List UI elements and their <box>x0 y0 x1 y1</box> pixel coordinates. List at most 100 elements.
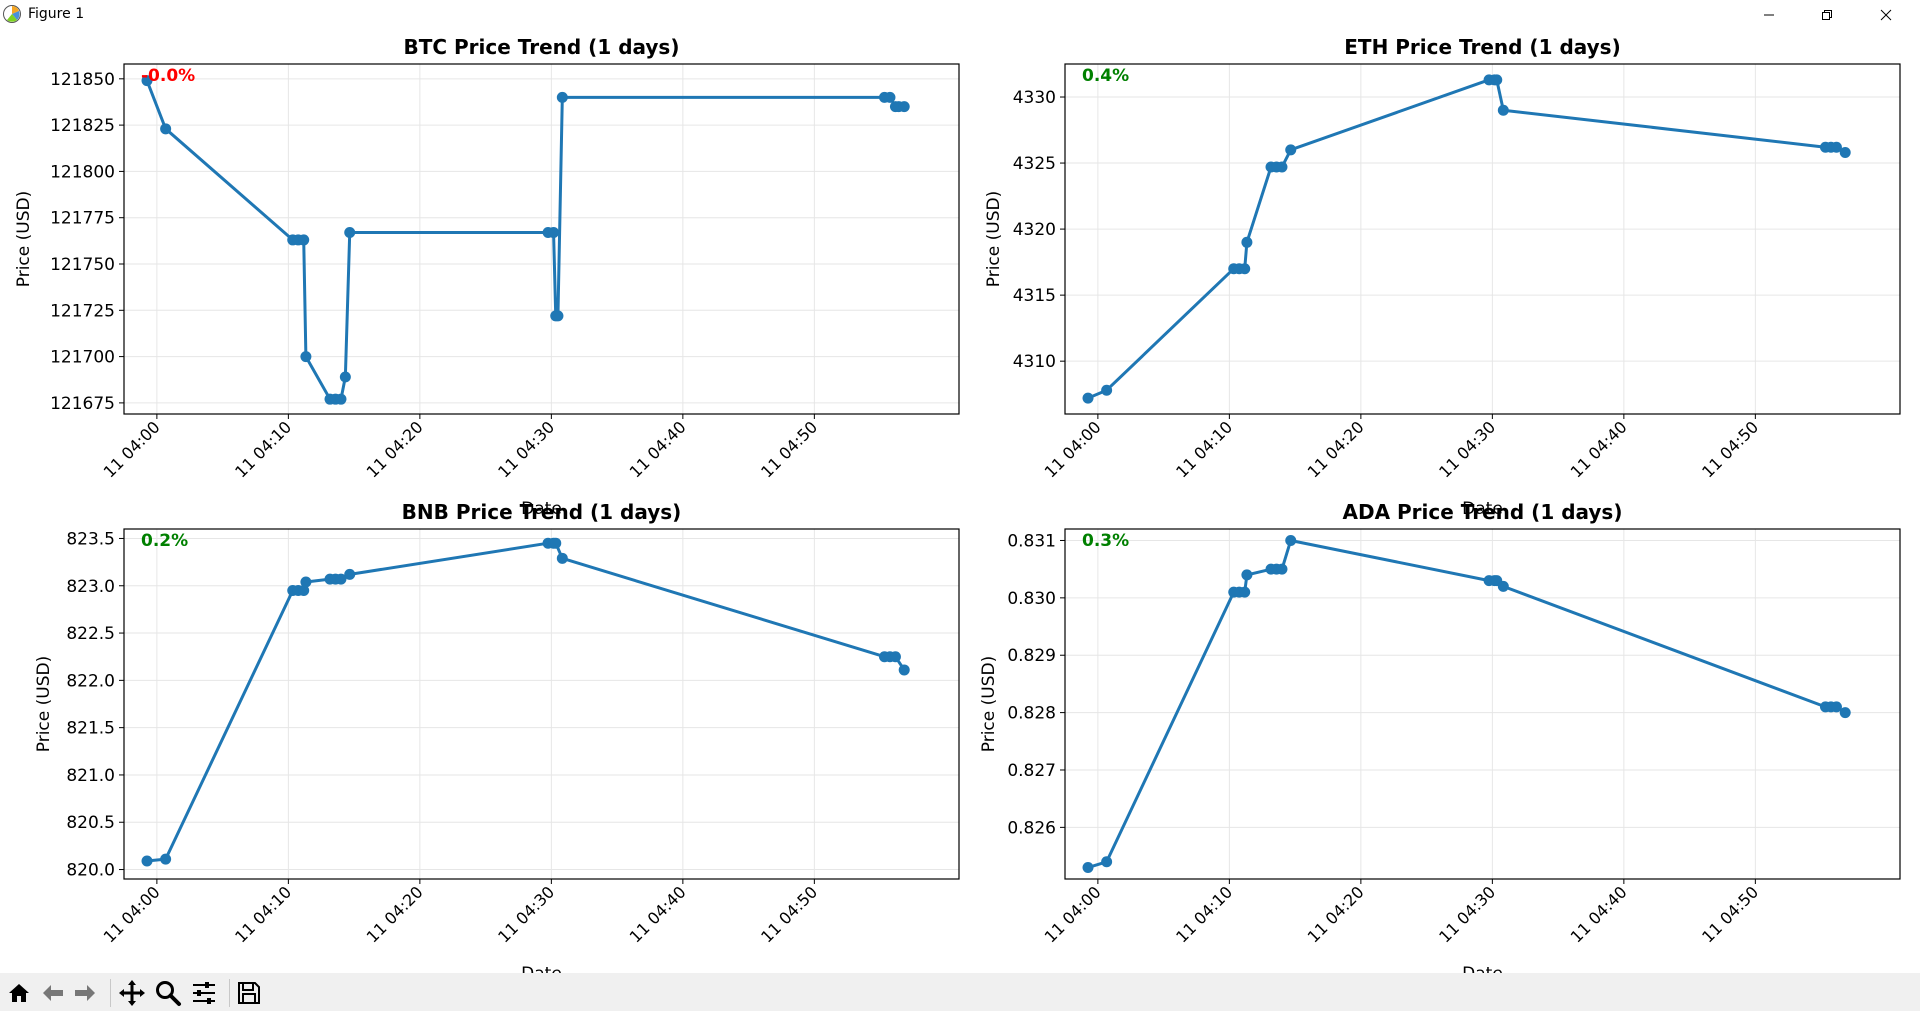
data-point <box>298 584 310 596</box>
forward-arrow-icon <box>75 985 95 1001</box>
data-point <box>1241 569 1253 581</box>
data-point <box>898 664 910 676</box>
data-point <box>298 234 310 246</box>
data-point <box>339 371 351 383</box>
x-tick-label: 11 04:50 <box>1698 417 1762 481</box>
data-point <box>550 537 562 549</box>
data-point <box>889 651 901 663</box>
data-point <box>1082 862 1094 874</box>
y-tick-label: 121675 <box>50 394 115 414</box>
x-tick-label: 11 04:50 <box>757 882 821 946</box>
data-point <box>1285 144 1297 156</box>
x-axis-label: Date <box>1462 964 1503 973</box>
save-button[interactable] <box>234 978 264 1008</box>
y-tick-label: 121725 <box>50 301 115 321</box>
home-icon <box>9 984 29 1002</box>
forward-button[interactable] <box>70 978 100 1008</box>
change-percent-label: 0.3% <box>1082 531 1129 551</box>
navigation-toolbar <box>0 973 1920 1011</box>
data-point <box>1241 236 1253 248</box>
subplot-eth: ETH Price Trend (1 days) 11 04:00 11 04:10… <box>984 35 1901 519</box>
x-axis-label: Date <box>521 964 562 973</box>
close-icon <box>1880 9 1892 20</box>
home-button[interactable] <box>4 978 34 1008</box>
data-point <box>1839 146 1851 158</box>
close-button[interactable] <box>1857 0 1915 29</box>
x-axis-label: Date <box>1462 499 1503 519</box>
y-tick-label: 121825 <box>50 116 115 136</box>
data-point <box>160 123 172 135</box>
x-axis-label: Date <box>521 499 562 519</box>
y-tick-label: 821.0 <box>66 766 115 786</box>
x-tick-label: 11 04:30 <box>1435 882 1499 946</box>
y-tick-label: 121750 <box>50 255 115 275</box>
x-tick-label: 11 04:20 <box>363 417 427 481</box>
data-point <box>1276 161 1288 173</box>
x-tick-label: 11 04:00 <box>100 882 164 946</box>
data-point <box>1276 563 1288 575</box>
back-button[interactable] <box>38 978 68 1008</box>
x-tick-label: 11 04:00 <box>100 417 164 481</box>
data-point <box>1285 534 1297 546</box>
data-point <box>1830 701 1842 713</box>
x-tick-label: 11 04:10 <box>1172 882 1236 946</box>
y-tick-label: 0.830 <box>1007 589 1056 609</box>
restore-button[interactable] <box>1798 0 1856 29</box>
toolbar-separator <box>110 979 111 1007</box>
y-axis-label: Price (USD) <box>984 191 1004 287</box>
y-tick-label: 4320 <box>1013 220 1056 240</box>
y-tick-label: 0.827 <box>1007 761 1056 781</box>
change-percent-label: 0.2% <box>141 531 188 551</box>
subplot-bnb: BNB Price Trend (1 days) 11 04:00 11 04:10… <box>34 500 960 984</box>
y-tick-label: 823.0 <box>66 577 115 597</box>
price-line <box>145 80 905 401</box>
x-tick-label: 11 04:40 <box>1567 417 1631 481</box>
data-point <box>548 227 560 239</box>
x-tick-label: 11 04:30 <box>494 417 558 481</box>
change-percent-label: -0.0% <box>141 66 195 86</box>
y-tick-label: 121700 <box>50 348 115 368</box>
subplot-ada: ADA Price Trend (1 days) 11 04:00 11 04:10… <box>979 500 1901 984</box>
y-tick-label: 4330 <box>1013 88 1056 108</box>
restore-icon <box>1822 9 1832 20</box>
x-tick-label: 11 04:50 <box>1698 882 1762 946</box>
y-axis-label: Price (USD) <box>34 656 54 752</box>
axes-frame <box>123 528 960 880</box>
y-tick-label: 4310 <box>1013 352 1056 372</box>
chart-title: ADA Price Trend (1 days) <box>1343 500 1623 524</box>
figure-canvas[interactable]: BTC Price Trend (1 days) 11 04:00 11 04:10… <box>0 29 1920 984</box>
y-tick-label: 0.826 <box>1007 818 1056 838</box>
x-tick-label: 11 04:00 <box>1041 417 1105 481</box>
axes-frame <box>1064 528 1901 880</box>
data-point <box>160 853 172 865</box>
price-line <box>146 541 906 863</box>
minimize-icon <box>1764 14 1774 15</box>
data-point <box>1497 104 1509 116</box>
x-tick-label: 11 04:20 <box>363 882 427 946</box>
pan-icon <box>119 980 145 1006</box>
y-tick-label: 0.831 <box>1007 531 1056 551</box>
y-tick-label: 0.829 <box>1007 646 1056 666</box>
minimize-button[interactable] <box>1740 0 1798 29</box>
configure-subplots-icon <box>193 982 215 1004</box>
data-point <box>1830 141 1842 153</box>
y-tick-label: 121775 <box>50 209 115 229</box>
x-tick-label: 11 04:20 <box>1304 417 1368 481</box>
configure-subplots-button[interactable] <box>189 978 219 1008</box>
change-percent-label: 0.4% <box>1082 66 1129 86</box>
price-line <box>1087 78 1846 400</box>
window-title: Figure 1 <box>28 6 85 22</box>
y-tick-label: 121800 <box>50 162 115 182</box>
y-tick-label: 0.828 <box>1007 704 1056 724</box>
matplotlib-logo-icon <box>3 5 21 23</box>
data-point <box>1497 580 1509 592</box>
zoom-button[interactable] <box>153 978 183 1008</box>
y-tick-label: 4325 <box>1013 154 1056 174</box>
pan-button[interactable] <box>117 978 147 1008</box>
x-tick-label: 11 04:00 <box>1041 882 1105 946</box>
chart-title: BNB Price Trend (1 days) <box>402 500 682 524</box>
data-point <box>552 310 564 322</box>
data-point <box>300 576 312 588</box>
data-point <box>1101 384 1113 396</box>
toolbar-separator <box>229 979 230 1007</box>
